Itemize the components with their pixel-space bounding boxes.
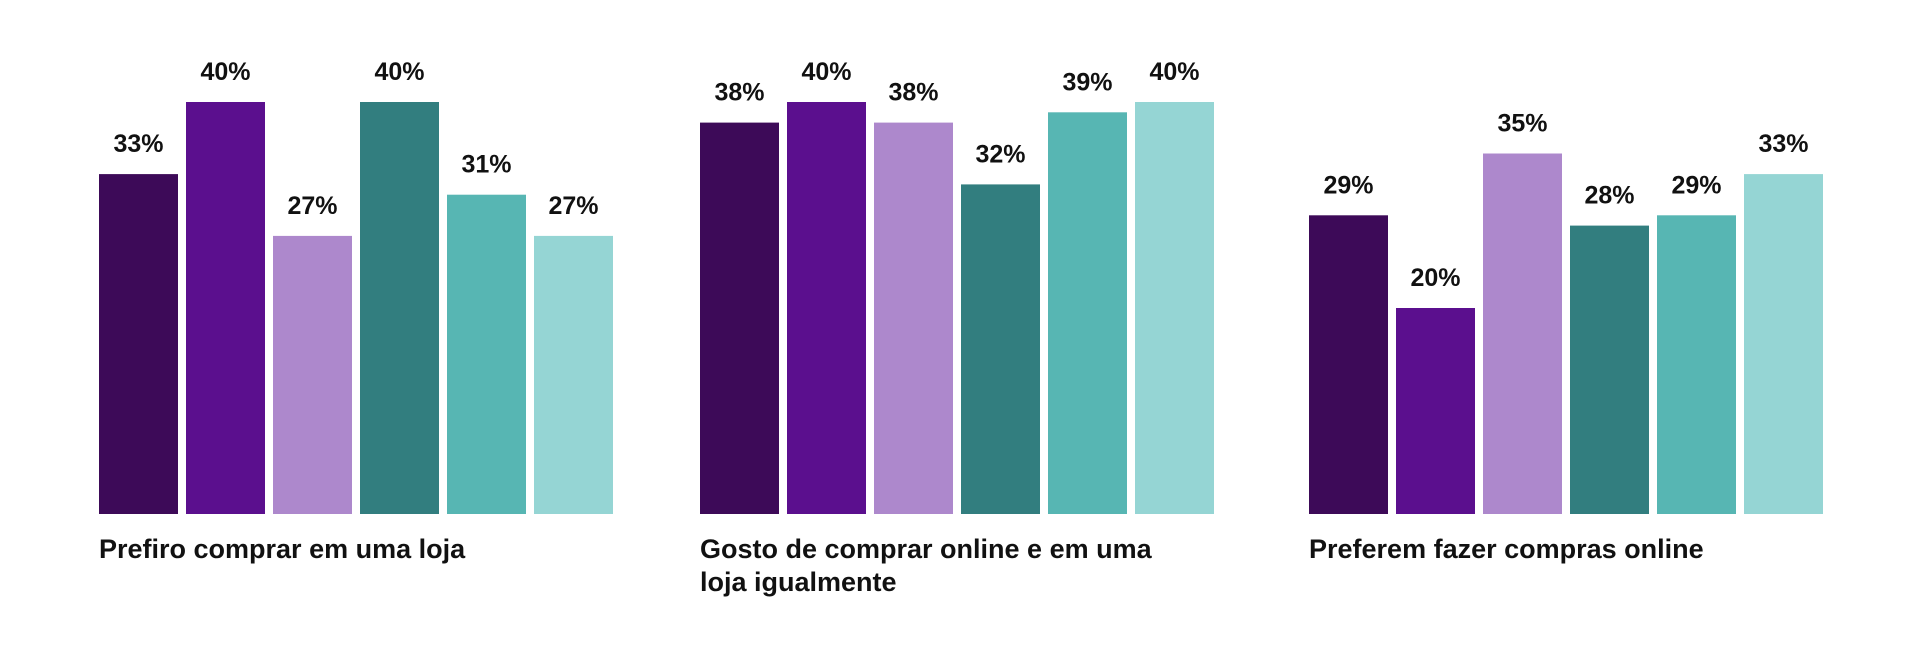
value-label-group3-series3: 35%	[1497, 110, 1547, 138]
value-label-group3-series1: 29%	[1323, 171, 1373, 199]
bar-group3-series6	[1744, 174, 1823, 514]
bar-group1-series1	[99, 174, 178, 514]
value-label-group2-series6: 40%	[1149, 58, 1199, 86]
group-label-2-line-1: Gosto de comprar online e em uma	[700, 534, 1153, 564]
bar-group1-series6	[534, 235, 613, 514]
bar-group2-series4	[961, 184, 1040, 514]
value-label-group1-series1: 33%	[113, 130, 163, 158]
group-label-3-line-1: Preferem fazer compras online	[1309, 534, 1704, 564]
bar-group3-series5	[1657, 215, 1736, 515]
value-label-group3-series2: 20%	[1410, 264, 1460, 292]
bar-group3-series1	[1309, 215, 1388, 515]
bar-group3-series4	[1570, 225, 1649, 514]
value-label-group2-series5: 39%	[1062, 68, 1112, 96]
bar-group3-series3	[1483, 153, 1562, 514]
value-label-group1-series4: 40%	[374, 58, 424, 86]
group-labels-layer: Prefiro comprar em uma loja Gosto de comp…	[99, 534, 1704, 597]
value-label-group1-series3: 27%	[287, 192, 337, 220]
bar-group1-series2	[186, 102, 265, 514]
value-label-group2-series3: 38%	[888, 79, 938, 107]
bar-group3-series2	[1396, 308, 1475, 514]
bar-group2-series3	[874, 122, 953, 514]
bar-group1-series5	[447, 194, 526, 514]
value-label-group3-series6: 33%	[1758, 130, 1808, 158]
bar-group2-series2	[787, 102, 866, 514]
value-label-group1-series5: 31%	[461, 151, 511, 179]
value-labels-layer: 33% 40% 27% 40% 31% 27% 38% 40% 38% 32% 39% 40% 29% 2…	[113, 58, 1808, 292]
value-label-group3-series5: 29%	[1671, 171, 1721, 199]
bar-group2-series1	[700, 122, 779, 514]
value-label-group3-series4: 28%	[1584, 182, 1634, 210]
value-label-group2-series1: 38%	[714, 79, 764, 107]
value-label-group1-series2: 40%	[200, 58, 250, 86]
value-label-group2-series2: 40%	[801, 58, 851, 86]
value-label-group2-series4: 32%	[975, 140, 1025, 168]
group-label-1-line-1: Prefiro comprar em uma loja	[99, 534, 466, 564]
group-label-1: Prefiro comprar em uma loja	[99, 534, 466, 564]
bar-group2-series6	[1135, 102, 1214, 514]
group-label-2-line-2: loja igualmente	[700, 567, 897, 597]
value-label-group1-series6: 27%	[548, 192, 598, 220]
group-label-2: Gosto de comprar online e em uma loja igu…	[700, 534, 1153, 597]
bar-group2-series5	[1048, 112, 1127, 515]
bar-group1-series3	[273, 235, 352, 514]
bars-layer	[99, 102, 1823, 515]
group-label-3: Preferem fazer compras online	[1309, 534, 1704, 564]
bar-group1-series4	[360, 102, 439, 514]
